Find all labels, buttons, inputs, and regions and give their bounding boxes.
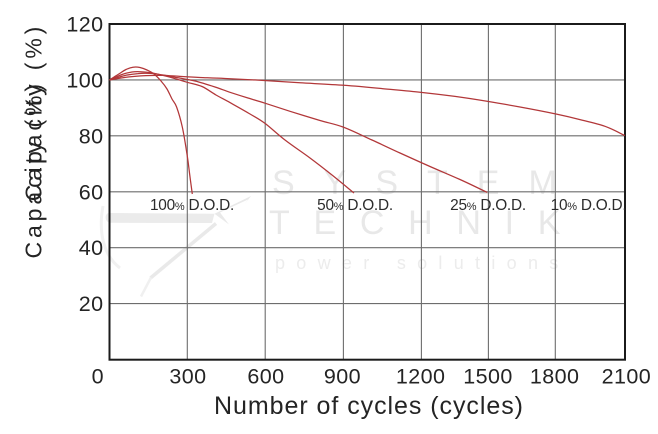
svg-text:power solutions: power solutions (275, 253, 570, 273)
svg-text:Capacity (%): Capacity (%) (21, 80, 47, 258)
svg-text:100: 100 (66, 68, 103, 92)
svg-text:10% D.O.D.: 10% D.O.D. (551, 197, 627, 214)
svg-text:1800: 1800 (530, 365, 579, 389)
svg-text:40: 40 (79, 236, 104, 260)
svg-text:2100: 2100 (602, 365, 651, 389)
svg-text:TECHNIK: TECHNIK (269, 204, 584, 242)
svg-text:900: 900 (324, 365, 361, 389)
svg-text:50% D.O.D.: 50% D.O.D. (317, 197, 393, 214)
svg-text:20: 20 (79, 292, 104, 316)
svg-text:Capacity (%): Capacity (%) (21, 23, 47, 201)
svg-text:25% D.O.D.: 25% D.O.D. (450, 197, 526, 214)
svg-text:120: 120 (66, 13, 103, 37)
svg-text:1200: 1200 (396, 365, 445, 389)
svg-text:SYSTEM: SYSTEM (272, 164, 586, 202)
svg-text:80: 80 (79, 124, 104, 148)
svg-text:0: 0 (92, 365, 104, 389)
svg-text:300: 300 (169, 365, 206, 389)
svg-text:Number of cycles (cycles): Number of cycles (cycles) (214, 392, 524, 420)
svg-text:1500: 1500 (463, 365, 512, 389)
svg-text:100% D.O.D.: 100% D.O.D. (150, 197, 234, 214)
svg-text:60: 60 (79, 180, 104, 204)
svg-text:600: 600 (247, 365, 284, 389)
